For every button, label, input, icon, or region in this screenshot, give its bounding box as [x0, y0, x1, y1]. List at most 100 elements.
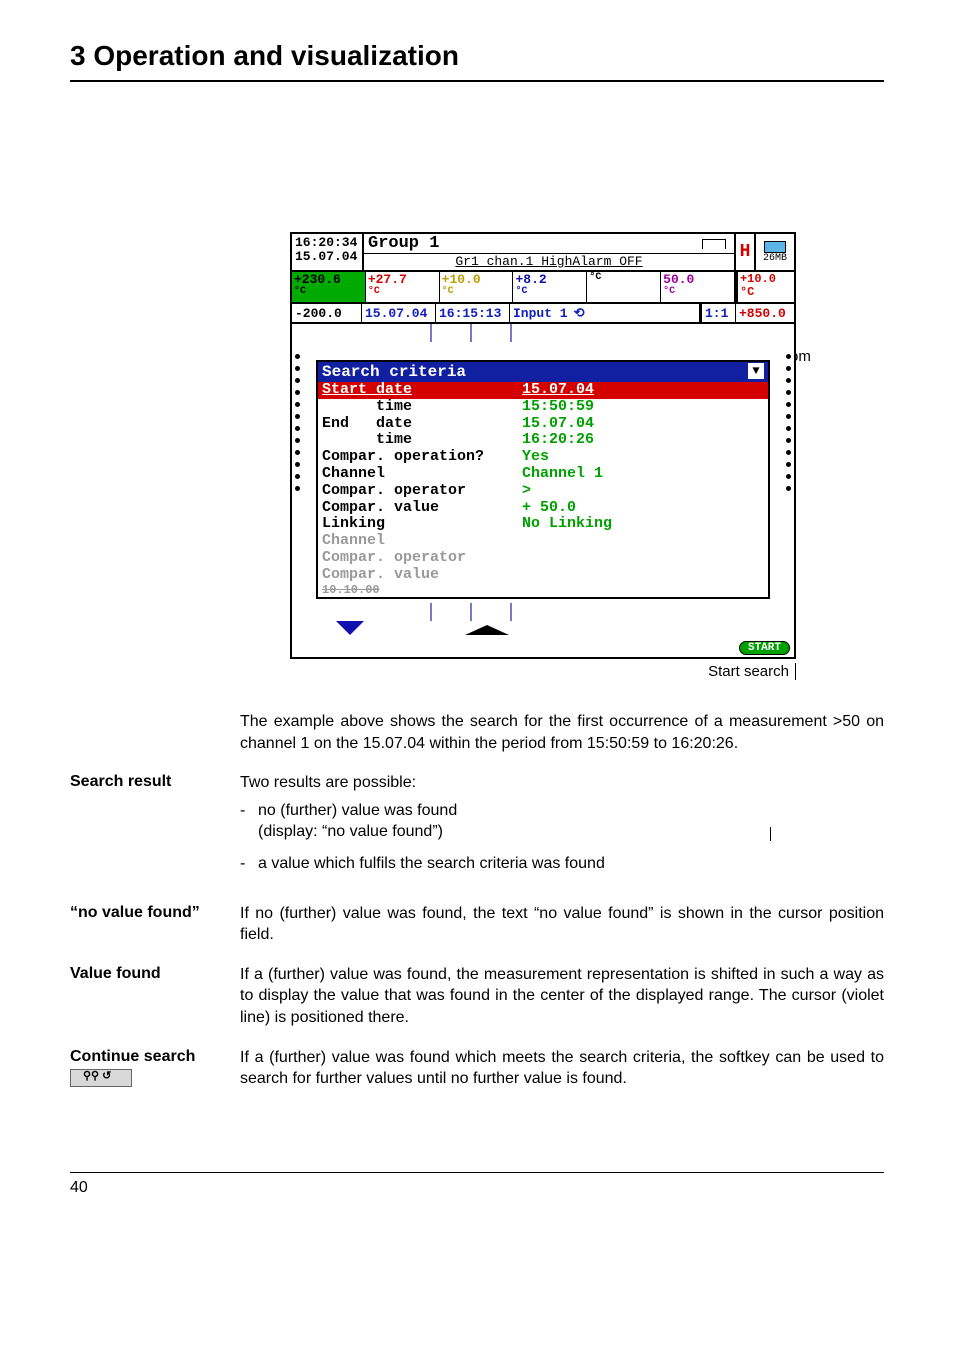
row-value: 16:20:26 [522, 432, 594, 449]
label-continue-search: Continue search [70, 1047, 240, 1095]
row-label: End date [322, 416, 522, 433]
chapter-title: 3 Operation and visualization [70, 40, 884, 82]
annot-start-search: Start search [708, 663, 796, 680]
history-left: -200.0 [292, 304, 362, 322]
row-label: Compar. value [322, 500, 522, 517]
channel-6-value: 50.0 [663, 273, 732, 287]
row-label: Compar. operator [322, 550, 522, 567]
clock-box: 16:20:34 15.07.04 [292, 234, 364, 270]
content-no-value: If no (further) value was found, the tex… [240, 903, 884, 946]
search-row[interactable]: Compar. operation?Yes [318, 449, 768, 466]
search-body: Start date 15.07.04 time15:50:59 End dat… [318, 382, 768, 597]
h-indicator: H [734, 234, 756, 270]
channel-2: +27.7 °C [366, 272, 440, 302]
row-label: Channel [322, 533, 522, 550]
search-result-intro: Two results are possible: [240, 772, 884, 794]
row-label: Compar. operation? [322, 449, 522, 466]
row-label: Compar. operator [322, 483, 522, 500]
history-zoom: 1:1 [700, 304, 736, 322]
row-label: Compar. value [322, 567, 522, 584]
memory-indicator: 26MB [756, 234, 794, 270]
row-label: Channel [322, 466, 522, 483]
row-label: Linking [322, 516, 522, 533]
label-search-result: Search result [70, 772, 240, 884]
history-date: 15.07.04 [362, 304, 436, 322]
search-row[interactable]: time15:50:59 [318, 399, 768, 416]
channel-right: +10.0 °C [736, 272, 794, 302]
label-no-value: “no value found” [70, 903, 240, 946]
search-row[interactable]: End date15.07.04 [318, 416, 768, 433]
diagram-area: Window for defining the search criteria … [250, 232, 884, 681]
channel-1-value: +230.6 [294, 273, 363, 287]
channel-2-unit: °C [368, 287, 437, 298]
content-search-result: Two results are possible: no (further) v… [240, 772, 884, 884]
continue-label-text: Continue search [70, 1047, 240, 1068]
clock-time: 16:20:34 [295, 236, 359, 250]
channel-right-value: +10.0 [740, 273, 792, 286]
history-right: +850.0 [736, 304, 794, 322]
search-row-inactive: Channel [318, 533, 768, 550]
channel-1: +230.6 °C [292, 272, 366, 302]
scroll-down-icon[interactable]: ▼ [748, 363, 764, 379]
history-row: -200.0 15.07.04 16:15:13 Input 1 ⟲ 1:1 +… [292, 304, 794, 324]
channel-4-value: +8.2 [515, 273, 584, 287]
arrow-up-icon[interactable] [465, 625, 509, 635]
memory-label: 26MB [763, 253, 787, 264]
row-value: Channel 1 [522, 466, 603, 483]
search-title: Search criteria [322, 363, 466, 381]
row-label: time [322, 399, 522, 416]
search-row[interactable]: LinkingNo Linking [318, 516, 768, 533]
row-value: No Linking [522, 516, 612, 533]
graph-bottom [310, 599, 776, 639]
device-screen: 16:20:34 15.07.04 Group 1 Gr1 chan.1 Hig… [290, 232, 796, 659]
channel-6: 50.0 °C [661, 272, 736, 302]
row-value: 15.07.04 [522, 382, 594, 399]
history-time: 16:15:13 [436, 304, 510, 322]
history-input: Input 1 ⟲ [510, 304, 700, 322]
channel-3-value: +10.0 [442, 273, 511, 287]
row-value: > [522, 483, 531, 500]
strike-line: 10.10.00 [318, 584, 768, 597]
tab-icon [702, 239, 726, 249]
start-button[interactable]: START [739, 641, 790, 655]
search-row[interactable]: Compar. value+ 50.0 [318, 500, 768, 517]
list-item: no (further) value was found (display: “… [240, 800, 884, 843]
row-value: Yes [522, 449, 549, 466]
row-label: time [322, 432, 522, 449]
channel-3: +10.0 °C [440, 272, 514, 302]
search-row-inactive: Compar. operator [318, 550, 768, 567]
channel-3-unit: °C [442, 287, 511, 298]
example-paragraph: The example above shows the search for t… [240, 711, 884, 754]
list-item: a value which fulfils the search criteri… [240, 853, 884, 875]
label-value-found: Value found [70, 964, 240, 1029]
arrow-down-icon[interactable] [336, 621, 364, 635]
channel-5: °C [587, 272, 661, 302]
channel-2-value: +27.7 [368, 273, 437, 287]
channel-1-unit: °C [294, 287, 363, 298]
search-window: Search criteria ▼ Start date 15.07.04 ti… [316, 360, 770, 599]
graph-top [310, 324, 776, 360]
search-row[interactable]: time16:20:26 [318, 432, 768, 449]
row-value: + 50.0 [522, 500, 576, 517]
channel-right-unit: °C [740, 286, 792, 299]
row-label: Start date [322, 382, 522, 399]
clock-date: 15.07.04 [295, 250, 359, 264]
search-row-inactive: Compar. value [318, 567, 768, 584]
page-footer: 40 [70, 1172, 884, 1197]
channel-4: +8.2 °C [513, 272, 587, 302]
search-row-start-date[interactable]: Start date 15.07.04 [318, 382, 768, 399]
row-value: 15.07.04 [522, 416, 594, 433]
channel-6-unit: °C [663, 287, 732, 298]
softkey-icon[interactable] [70, 1069, 132, 1087]
page-number: 40 [70, 1179, 88, 1196]
search-header: Search criteria ▼ [318, 362, 768, 382]
alarm-line: Gr1 chan.1 HighAlarm OFF [364, 254, 734, 270]
content-continue-search: If a (further) value was found which mee… [240, 1047, 884, 1095]
channel-strip: +230.6 °C +27.7 °C +10.0 °C +8.2 °C °C [292, 272, 794, 304]
search-row[interactable]: Compar. operator> [318, 483, 768, 500]
channel-4-unit: °C [515, 287, 584, 298]
search-row[interactable]: ChannelChannel 1 [318, 466, 768, 483]
channel-5-unit: °C [589, 273, 658, 284]
content-value-found: If a (further) value was found, the meas… [240, 964, 884, 1029]
row-value: 15:50:59 [522, 399, 594, 416]
